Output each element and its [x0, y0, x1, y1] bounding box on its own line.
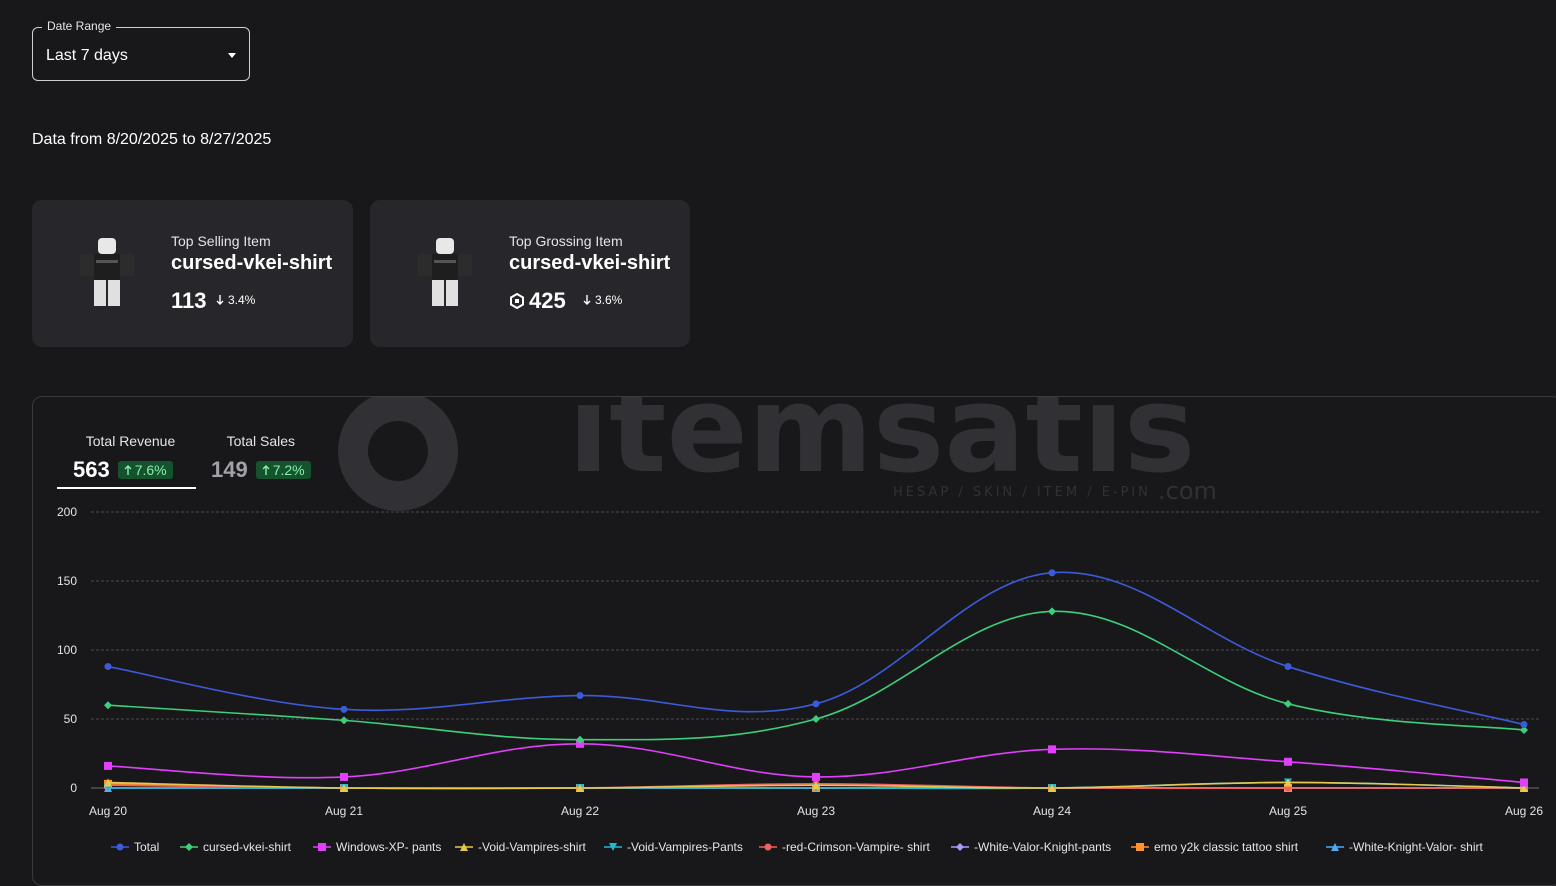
top-grossing-value: 425	[529, 288, 566, 313]
total-sales-value: 149	[211, 457, 248, 482]
data-point	[340, 784, 348, 792]
data-point	[812, 772, 820, 781]
legend-marker	[116, 843, 124, 851]
tab-label: Total Sales	[226, 433, 296, 449]
data-point	[812, 781, 820, 790]
date-range-value: Last 7 days	[46, 47, 128, 64]
arrow-up-icon	[262, 465, 270, 475]
item-thumbnail	[80, 238, 134, 306]
data-point	[104, 701, 112, 710]
data-point	[340, 705, 348, 713]
data-point	[104, 778, 112, 787]
data-point	[576, 735, 584, 744]
date-range-select[interactable]: Date Range Last 7 days	[32, 19, 250, 81]
data-point	[1520, 784, 1528, 792]
delta-badge: 7.6%	[117, 461, 173, 479]
data-point	[576, 784, 584, 792]
data-point	[104, 761, 112, 770]
data-point	[1284, 778, 1292, 787]
y-tick-label: 0	[70, 781, 77, 795]
data-point	[1048, 607, 1056, 616]
x-tick-label: Aug 21	[325, 804, 363, 818]
data-point	[1284, 757, 1292, 766]
chevron-down-icon	[228, 53, 236, 58]
total-revenue-delta: 7.6%	[134, 462, 167, 478]
x-tick-label: Aug 22	[561, 804, 599, 818]
card-label: Top Grossing Item	[509, 233, 623, 249]
tab-label: Total Revenue	[85, 433, 176, 449]
data-point	[576, 739, 584, 748]
top-selling-delta: 3.4%	[228, 293, 256, 307]
data-point	[340, 772, 348, 781]
data-range-text: Data from 8/20/2025 to 8/27/2025	[32, 131, 272, 148]
top-grossing-delta: 3.6%	[595, 293, 623, 307]
legend-marker	[185, 843, 193, 851]
y-tick-label: 200	[57, 505, 77, 519]
data-point	[576, 692, 584, 700]
robux-icon	[510, 293, 524, 309]
arrow-down-icon	[583, 295, 591, 305]
delta-badge: 7.2%	[255, 461, 311, 479]
x-tick-label: Aug 23	[797, 804, 835, 818]
total-sales-delta: 7.2%	[272, 462, 305, 478]
data-point	[340, 716, 348, 725]
data-point	[1520, 726, 1528, 735]
total-revenue-value: 563	[73, 457, 110, 482]
data-point	[1284, 663, 1292, 671]
tab-total-revenue[interactable]: Total Revenue 563 7.6%	[57, 433, 196, 489]
x-tick-label: Aug 24	[1033, 804, 1071, 818]
x-tick-label: Aug 20	[89, 804, 127, 818]
data-point	[812, 700, 820, 708]
legend-marker	[764, 843, 772, 851]
arrow-up-icon	[124, 465, 132, 475]
data-point	[1284, 699, 1292, 708]
card-label: Top Selling Item	[171, 233, 271, 249]
legend-marker	[609, 843, 617, 851]
legend-label: -Void-Vampires-shirt	[478, 840, 586, 854]
y-tick-label: 150	[57, 574, 77, 588]
top-selling-card[interactable]: Top Selling Item cursed-vkei-shirt 113 3…	[32, 200, 353, 347]
top-selling-value: 113	[171, 288, 207, 313]
legend-marker	[1136, 843, 1144, 851]
legend-label: emo y2k classic tattoo shirt	[1154, 840, 1299, 854]
top-selling-item-name: cursed-vkei-shirt	[171, 252, 333, 274]
revenue-line-chart: 0 50 100 150 200 Aug 20 Aug 21 Aug 22 Aug 23 Aug …	[57, 505, 1543, 854]
legend-label: -Void-Vampires-Pants	[627, 840, 743, 854]
data-point	[1048, 569, 1056, 577]
data-point	[1048, 745, 1056, 754]
legend-label: cursed-vkei-shirt	[203, 840, 292, 854]
legend-marker	[1331, 843, 1339, 851]
top-grossing-item-name: cursed-vkei-shirt	[509, 252, 671, 274]
data-point	[1520, 778, 1528, 787]
item-thumbnail	[418, 238, 472, 306]
y-tick-label: 100	[57, 643, 77, 657]
legend-label: Windows-XP- pants	[336, 840, 441, 854]
legend-label: -White-Knight-Valor- shirt	[1349, 840, 1483, 854]
legend-label: -White-Valor-Knight-pants	[974, 840, 1111, 854]
revenue-chart-panel: itemsatıs HESAP / SKIN / ITEM / E-PIN .c…	[32, 396, 1556, 886]
x-tick-label: Aug 25	[1269, 804, 1307, 818]
x-tick-label: Aug 26	[1505, 804, 1543, 818]
tab-total-sales[interactable]: Total Sales 149 7.2%	[211, 433, 311, 483]
legend-label: Total	[134, 840, 159, 854]
arrow-down-icon	[216, 295, 224, 305]
data-point	[1048, 784, 1056, 792]
y-tick-label: 50	[64, 712, 78, 726]
data-point	[104, 663, 112, 671]
legend-marker	[460, 843, 468, 851]
data-point	[1520, 721, 1528, 729]
top-grossing-card[interactable]: Top Grossing Item cursed-vkei-shirt 425 …	[370, 200, 690, 347]
tab-selected-indicator	[57, 487, 196, 489]
data-point	[812, 715, 820, 723]
legend-marker	[318, 843, 326, 851]
legend-label: -red-Crimson-Vampire- shirt	[782, 840, 930, 854]
legend-marker	[956, 843, 964, 851]
date-range-label: Date Range	[42, 19, 117, 33]
